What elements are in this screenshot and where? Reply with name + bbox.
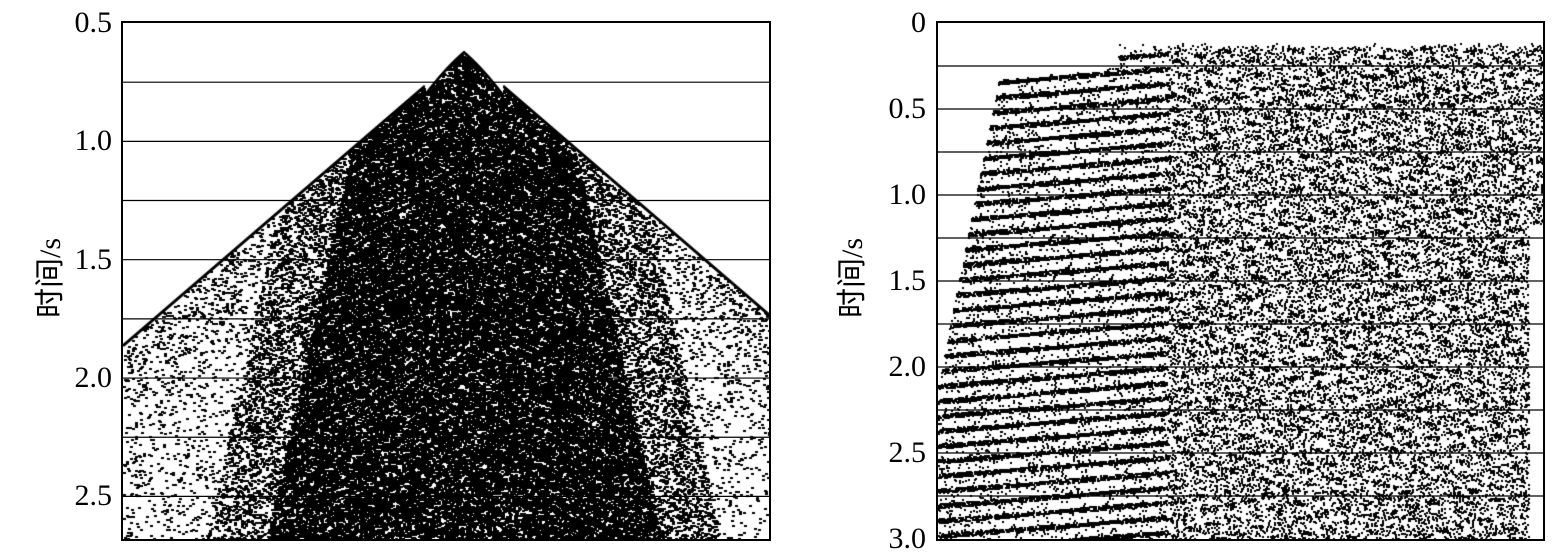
left-seismic-image — [121, 21, 771, 541]
y-tick-label: 2.5 — [74, 479, 113, 513]
y-tick-label: 2.0 — [888, 350, 927, 383]
y-tick-label: 0.5 — [74, 6, 113, 39]
left-y-axis-label: 时间/s — [34, 238, 67, 319]
y-tick-label: 2.5 — [888, 436, 927, 469]
y-tick-label: 1.0 — [888, 178, 927, 211]
y-tick-label: 0 — [911, 6, 926, 39]
y-tick-label: 0.5 — [888, 92, 927, 125]
y-tick-label: 1.5 — [888, 264, 927, 297]
y-tick-label: 2.0 — [74, 361, 113, 395]
left-gridlines — [123, 81, 769, 497]
right-seismic-image — [936, 21, 1545, 541]
right-gridlines — [938, 65, 1543, 497]
y-tick-label: 1.0 — [74, 124, 113, 158]
left-seismic-traces — [123, 23, 769, 539]
y-tick-label: 1.5 — [74, 242, 113, 276]
y-tick-label: 3.0 — [888, 522, 927, 555]
right-seismic-panel: 时间/s 0 0.5 1.0 1.5 2.0 2.5 3.0 — [780, 0, 1559, 559]
left-seismic-panel: 时间/s 0.5 1.0 1.5 2.0 2.5 — [34, 6, 771, 541]
